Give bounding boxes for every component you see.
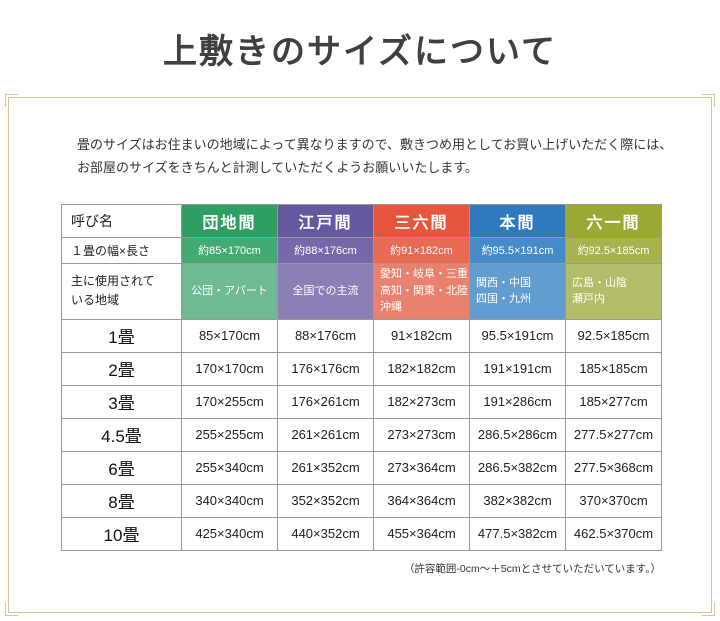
size-value: 477.5×382cm	[469, 516, 566, 551]
size-row-label: 3畳	[61, 384, 182, 419]
size-row: 6畳 255×340cm 261×352cm 273×364cm 286.5×3…	[61, 450, 662, 485]
column-header-edoma: 江戸間	[277, 203, 374, 238]
size-value: 273×364cm	[373, 450, 470, 485]
size-row: 3畳 170×255cm 176×261cm 182×273cm 191×286…	[61, 384, 662, 419]
size-value: 286.5×382cm	[469, 450, 566, 485]
size-row-label: 1畳	[61, 318, 182, 353]
size-value: 455×364cm	[373, 516, 470, 551]
width-value: 約85×170cm	[181, 236, 278, 264]
intro-line-1: 畳のサイズはお住まいの地域によって異なりますので、敷きつめ用としてお買い上げいた…	[77, 137, 673, 152]
size-value: 85×170cm	[181, 318, 278, 353]
size-row-label: 6畳	[61, 450, 182, 485]
region-row-label: 主に使用されて いる地域	[61, 262, 182, 320]
region-value: 公団・アパート	[181, 262, 278, 320]
size-row-label: 8畳	[61, 483, 182, 518]
intro-line-2: お部屋のサイズをきちんと計測していただくようお願いいたします。	[77, 159, 478, 175]
size-value: 176×261cm	[277, 384, 374, 419]
table-corner-label: 呼び名	[61, 203, 182, 238]
size-value: 440×352cm	[277, 516, 374, 551]
intro-text: 畳のサイズはお住まいの地域によって異なりますので、敷きつめ用としてお買い上げいた…	[77, 134, 691, 180]
page-title: 上敷きのサイズについて	[163, 34, 557, 71]
size-value: 340×340cm	[181, 483, 278, 518]
width-value: 約88×176cm	[277, 236, 374, 264]
size-row-label: 10畳	[61, 516, 182, 551]
size-row: 10畳 425×340cm 440×352cm 455×364cm 477.5×…	[61, 516, 662, 551]
size-value: 182×273cm	[373, 384, 470, 419]
size-value: 273×273cm	[373, 417, 470, 452]
size-value: 425×340cm	[181, 516, 278, 551]
size-value: 261×352cm	[277, 450, 374, 485]
size-value: 286.5×286cm	[469, 417, 566, 452]
size-row: 1畳 85×170cm 88×176cm 91×182cm 95.5×191cm…	[61, 318, 662, 353]
size-value: 170×170cm	[181, 351, 278, 386]
width-row: １畳の幅×長さ 約85×170cm 約88×176cm 約91×182cm 約9…	[61, 236, 662, 264]
size-value: 191×286cm	[469, 384, 566, 419]
frame-corner-ornament	[702, 94, 715, 107]
size-value: 88×176cm	[277, 318, 374, 353]
size-row: 8畳 340×340cm 352×352cm 364×364cm 382×382…	[61, 483, 662, 518]
column-header-danchima: 団地間	[181, 203, 278, 238]
size-row: 2畳 170×170cm 176×176cm 182×182cm 191×191…	[61, 351, 662, 386]
size-value: 462.5×370cm	[565, 516, 662, 551]
size-row-label: 4.5畳	[61, 417, 182, 452]
size-value: 170×255cm	[181, 384, 278, 419]
size-value: 182×182cm	[373, 351, 470, 386]
decorative-frame: 畳のサイズはお住まいの地域によって異なりますので、敷きつめ用としてお買い上げいた…	[5, 94, 715, 616]
size-value: 370×370cm	[565, 483, 662, 518]
size-row-label: 2畳	[61, 351, 182, 386]
size-value: 91×182cm	[373, 318, 470, 353]
width-value: 約91×182cm	[373, 236, 470, 264]
region-row: 主に使用されて いる地域 公団・アパート 全国での主流 愛知・岐阜・三重 高知・…	[61, 262, 662, 320]
column-header-honma: 本間	[469, 203, 566, 238]
size-value: 277.5×368cm	[565, 450, 662, 485]
region-value: 全国での主流	[277, 262, 374, 320]
frame-corner-ornament	[5, 603, 18, 616]
size-value: 92.5×185cm	[565, 318, 662, 353]
size-value: 185×277cm	[565, 384, 662, 419]
region-value: 関西・中国 四国・九州	[469, 262, 566, 320]
size-value: 185×185cm	[565, 351, 662, 386]
frame-corner-ornament	[5, 94, 18, 107]
size-row: 4.5畳 255×255cm 261×261cm 273×273cm 286.5…	[61, 417, 662, 452]
size-value: 382×382cm	[469, 483, 566, 518]
size-value: 255×340cm	[181, 450, 278, 485]
frame-corner-ornament	[702, 603, 715, 616]
size-value: 191×191cm	[469, 351, 566, 386]
width-value: 約92.5×185cm	[565, 236, 662, 264]
size-value: 261×261cm	[277, 417, 374, 452]
region-value: 愛知・岐阜・三重 高知・関東・北陸 沖縄	[373, 262, 470, 320]
size-value: 95.5×191cm	[469, 318, 566, 353]
table-header-row: 呼び名 団地間 江戸間 三六間 本間 六一間	[61, 203, 662, 238]
size-value: 176×176cm	[277, 351, 374, 386]
size-value: 277.5×277cm	[565, 417, 662, 452]
width-row-label: １畳の幅×長さ	[61, 236, 182, 264]
column-header-rokuichima: 六一間	[565, 203, 662, 238]
size-value: 364×364cm	[373, 483, 470, 518]
tatami-size-table: 呼び名 団地間 江戸間 三六間 本間 六一間 １畳の幅×長さ 約85×170cm…	[61, 203, 662, 551]
column-header-saburokuma: 三六間	[373, 203, 470, 238]
size-value: 255×255cm	[181, 417, 278, 452]
region-value: 広島・山陰 瀬戸内	[565, 262, 662, 320]
tolerance-footnote: （許容範囲-0cm〜＋5cmとさせていただいています。）	[403, 562, 661, 575]
size-value: 352×352cm	[277, 483, 374, 518]
width-value: 約95.5×191cm	[469, 236, 566, 264]
